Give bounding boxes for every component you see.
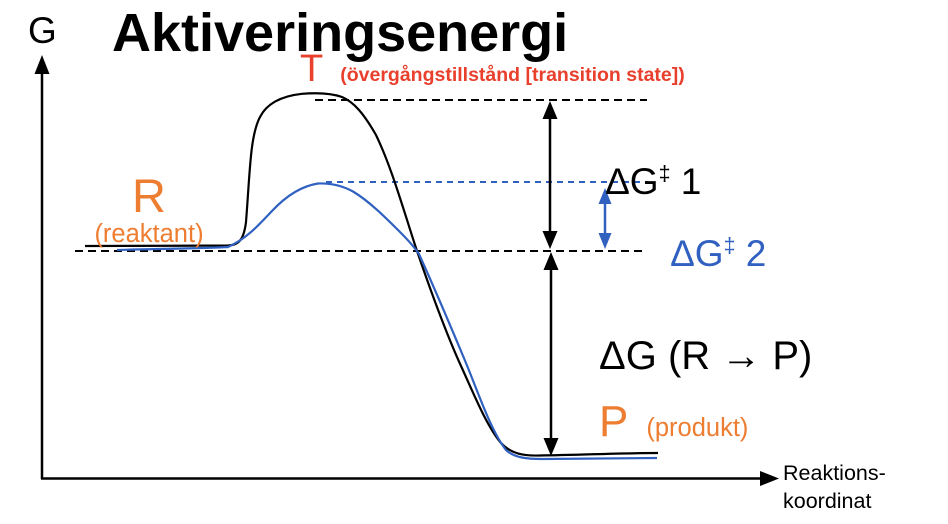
- dg2-label-number: 2: [735, 233, 767, 274]
- dg2-arrow: [598, 188, 612, 249]
- x-axis-label-line2: koordinat: [783, 489, 872, 514]
- x-axis-label: Reaktions- koordinat: [783, 459, 886, 516]
- dg-overall-arrow: [543, 252, 559, 456]
- product-note: (produkt): [646, 414, 749, 442]
- product-symbol: P: [599, 397, 629, 446]
- transition-state-symbol: T: [300, 48, 324, 90]
- dg1-label-doubledagger: ‡: [658, 161, 671, 186]
- dg1-arrow: [542, 101, 558, 249]
- dg2-arrowhead-up-icon: [598, 188, 612, 204]
- dg1-arrowhead-down-icon: [542, 231, 558, 249]
- product-label: P (produkt): [599, 400, 748, 444]
- dg1-label: ΔG‡ 1: [566, 126, 701, 237]
- dg1-label-base: ΔG: [605, 161, 659, 202]
- dg-overall-arrowhead-down-icon: [543, 438, 559, 456]
- y-axis-label: G: [28, 10, 57, 51]
- dg2-label: ΔG‡ 2: [631, 198, 766, 309]
- dg2-label-base: ΔG: [670, 233, 724, 274]
- dg1-arrowhead-up-icon: [542, 101, 558, 119]
- dg-overall-label: ΔG (R → P): [599, 334, 813, 378]
- dg2-label-doubledagger: ‡: [723, 233, 736, 258]
- dg-overall-arrowhead-up-icon: [543, 252, 559, 270]
- transition-state-note: (övergångstillstånd [transition state]): [340, 64, 685, 86]
- dg1-label-number: 1: [670, 161, 702, 202]
- x-axis-arrowhead-icon: [760, 471, 779, 486]
- reactant-label: R (reaktant): [86, 172, 212, 248]
- slide-title: Aktiveringsenergi: [112, 3, 569, 64]
- reactant-note: (reaktant): [94, 220, 204, 248]
- transition-state-label: T (övergångstillstånd [transition state]…: [300, 50, 685, 88]
- y-axis-arrowhead-icon: [34, 55, 50, 74]
- dg2-arrowhead-down-icon: [598, 233, 612, 249]
- blue-energy-curve: [116, 182, 658, 461]
- x-axis-label-line1: Reaktions-: [783, 461, 886, 485]
- reactant-symbol: R: [132, 169, 166, 222]
